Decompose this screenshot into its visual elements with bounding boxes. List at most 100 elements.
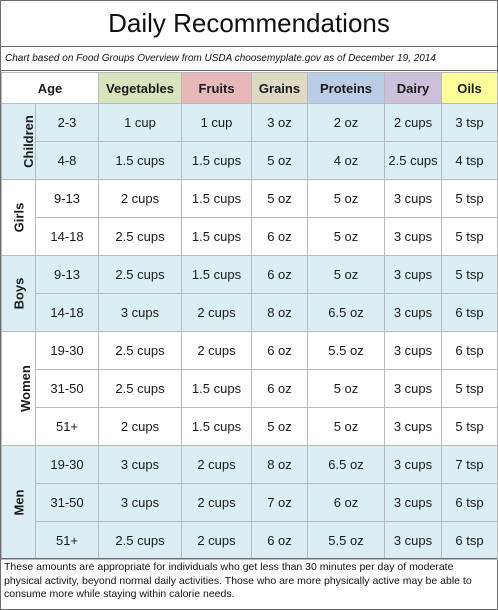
age-cell: 31-50 [35, 483, 99, 522]
age-cell: 19-30 [35, 331, 99, 370]
oils-cell: 5 tsp [441, 217, 498, 256]
source-caption: Chart based on Food Groups Overview from… [1, 47, 497, 71]
footnote: These amounts are appropriate for indivi… [1, 558, 497, 609]
table-row: Boys 9-13 2.5 cups 1.5 cups 6 oz 5 oz 3 … [1, 255, 498, 332]
fruits-cell: 2 cups [181, 293, 252, 332]
grains-cell: 6 oz [251, 217, 308, 256]
group-women: Women 19-30 2.5 cups 2 cups 6 oz 5.5 oz … [1, 331, 498, 446]
grains-cell: 6 oz [251, 369, 308, 408]
fruits-cell: 1.5 cups [181, 179, 252, 218]
header-dairy: Dairy [384, 72, 442, 104]
fruits-cell: 1.5 cups [181, 141, 252, 180]
oils-cell: 6 tsp [441, 331, 498, 370]
proteins-cell: 4 oz [307, 141, 385, 180]
oils-cell: 3 tsp [441, 103, 498, 142]
group-girls: Girls 9-13 2 cups 1.5 cups 5 oz 5 oz 3 c… [1, 179, 498, 256]
oils-cell: 5 tsp [441, 369, 498, 408]
table-row: 4-8 1.5 cups 1.5 cups 5 oz 4 oz 2.5 cups… [2, 141, 498, 180]
vegetables-cell: 3 cups [98, 293, 182, 332]
age-cell: 14-18 [35, 217, 99, 256]
group-label-boys: Boys [1, 255, 36, 332]
fruits-cell: 1.5 cups [181, 407, 252, 446]
header-oils: Oils [441, 72, 498, 104]
oils-cell: 6 tsp [441, 293, 498, 332]
group-label-women: Women [1, 331, 36, 446]
age-cell: 51+ [35, 407, 99, 446]
proteins-cell: 5.5 oz [307, 521, 385, 560]
proteins-cell: 6.5 oz [307, 293, 385, 332]
table-row: Children 2-3 1 cup 1 cup 3 oz 2 oz 2 cup… [1, 103, 498, 180]
grains-cell: 5 oz [251, 141, 308, 180]
group-men: Men 19-30 3 cups 2 cups 8 oz 6.5 oz 3 cu… [1, 445, 498, 560]
age-cell: 14-18 [35, 293, 99, 332]
proteins-cell: 2 oz [307, 103, 385, 142]
vegetables-cell: 2.5 cups [98, 217, 182, 256]
table-row: 14-18 3 cups 2 cups 8 oz 6.5 oz 3 cups 6… [2, 293, 498, 332]
oils-cell: 6 tsp [441, 521, 498, 560]
dairy-cell: 3 cups [384, 483, 442, 522]
header-proteins: Proteins [307, 72, 385, 104]
group-children: Children 2-3 1 cup 1 cup 3 oz 2 oz 2 cup… [1, 103, 498, 180]
vegetables-cell: 3 cups [98, 445, 182, 484]
fruits-cell: 1.5 cups [181, 255, 252, 294]
age-cell: 9-13 [35, 255, 99, 294]
grains-cell: 6 oz [251, 331, 308, 370]
fruits-cell: 2 cups [181, 445, 252, 484]
recommendations-table: Age Vegetables Fruits Grains Proteins Da… [1, 72, 498, 560]
fruits-cell: 1.5 cups [181, 369, 252, 408]
table-row: Women 19-30 2.5 cups 2 cups 6 oz 5.5 oz … [1, 331, 498, 446]
vegetables-cell: 3 cups [98, 483, 182, 522]
fruits-cell: 1.5 cups [181, 217, 252, 256]
table-row: 31-50 3 cups 2 cups 7 oz 6 oz 3 cups 6 t… [2, 483, 498, 522]
grains-cell: 6 oz [251, 255, 308, 294]
dairy-cell: 3 cups [384, 293, 442, 332]
grains-cell: 7 oz [251, 483, 308, 522]
table-row: 51+ 2 cups 1.5 cups 5 oz 5 oz 3 cups 5 t… [2, 407, 498, 446]
oils-cell: 5 tsp [441, 407, 498, 446]
vegetables-cell: 2.5 cups [98, 331, 182, 370]
proteins-cell: 6.5 oz [307, 445, 385, 484]
oils-cell: 6 tsp [441, 483, 498, 522]
fruits-cell: 2 cups [181, 483, 252, 522]
vegetables-cell: 1 cup [98, 103, 182, 142]
table-row: Men 19-30 3 cups 2 cups 8 oz 6.5 oz 3 cu… [1, 445, 498, 560]
table-row: 31-50 2.5 cups 1.5 cups 6 oz 5 oz 3 cups… [2, 369, 498, 408]
table-row: 51+ 2.5 cups 2 cups 6 oz 5.5 oz 3 cups 6… [2, 521, 498, 560]
age-cell: 31-50 [35, 369, 99, 408]
grains-cell: 5 oz [251, 179, 308, 218]
group-boys: Boys 9-13 2.5 cups 1.5 cups 6 oz 5 oz 3 … [1, 255, 498, 332]
group-label-children: Children [1, 103, 36, 180]
proteins-cell: 5.5 oz [307, 331, 385, 370]
proteins-cell: 5 oz [307, 217, 385, 256]
proteins-cell: 5 oz [307, 179, 385, 218]
age-cell: 2-3 [35, 103, 99, 142]
header-grains: Grains [251, 72, 308, 104]
oils-cell: 5 tsp [441, 255, 498, 294]
dairy-cell: 2.5 cups [384, 141, 442, 180]
header-row: Age Vegetables Fruits Grains Proteins Da… [1, 72, 498, 104]
fruits-cell: 2 cups [181, 521, 252, 560]
proteins-cell: 5 oz [307, 369, 385, 408]
dairy-cell: 3 cups [384, 255, 442, 294]
age-cell: 4-8 [35, 141, 99, 180]
age-cell: 9-13 [35, 179, 99, 218]
page-title: Daily Recommendations [1, 1, 497, 47]
dairy-cell: 2 cups [384, 103, 442, 142]
age-cell: 51+ [35, 521, 99, 560]
age-cell: 19-30 [35, 445, 99, 484]
dairy-cell: 3 cups [384, 445, 442, 484]
dairy-cell: 3 cups [384, 521, 442, 560]
grains-cell: 5 oz [251, 407, 308, 446]
dairy-cell: 3 cups [384, 407, 442, 446]
oils-cell: 4 tsp [441, 141, 498, 180]
header-fruits: Fruits [181, 72, 252, 104]
fruits-cell: 1 cup [181, 103, 252, 142]
proteins-cell: 6 oz [307, 483, 385, 522]
grains-cell: 3 oz [251, 103, 308, 142]
dairy-cell: 3 cups [384, 217, 442, 256]
vegetables-cell: 2.5 cups [98, 369, 182, 408]
vegetables-cell: 1.5 cups [98, 141, 182, 180]
vegetables-cell: 2 cups [98, 407, 182, 446]
header-age: Age [1, 72, 99, 104]
